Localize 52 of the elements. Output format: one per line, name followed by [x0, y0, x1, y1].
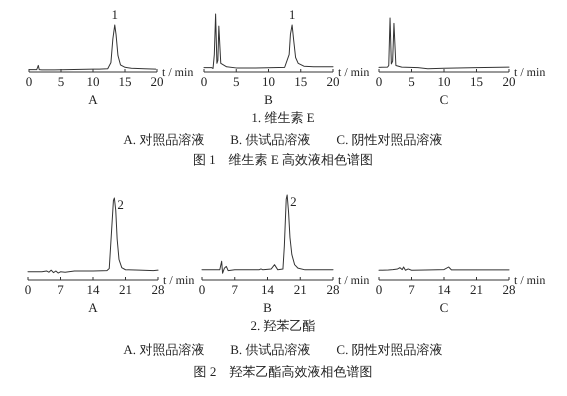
- x-tick-label: 0: [376, 74, 382, 89]
- x-tick-label: 10: [86, 74, 100, 89]
- annotation: 1: [112, 7, 118, 22]
- x-tick-label: 5: [58, 74, 64, 89]
- text: C: [440, 92, 448, 107]
- caption: 图 1 维生素 E 高效液相色谱图: [192, 152, 374, 167]
- x-axis-title: t / min: [514, 65, 546, 79]
- x-tick-label: 10: [438, 74, 450, 89]
- x-tick-label: 0: [26, 74, 32, 89]
- x-tick-label: 20: [326, 74, 340, 89]
- x-axis-title: t / min: [163, 273, 194, 287]
- text: B: [263, 300, 272, 315]
- x-axis-title: t / min: [514, 273, 546, 287]
- x-tick-label: 7: [232, 282, 238, 297]
- x-tick-label: 14: [86, 282, 100, 297]
- annotation: 1: [288, 7, 296, 22]
- caption: 图 2 羟苯乙酯高效液相色谱图: [194, 364, 372, 379]
- text: A: [88, 300, 98, 315]
- x-tick-label: 15: [118, 74, 132, 89]
- text: A: [88, 92, 98, 107]
- annotation: 2: [117, 197, 124, 212]
- x-tick-label: 7: [57, 282, 64, 297]
- x-tick-label: 20: [150, 74, 164, 89]
- x-tick-label: 5: [408, 74, 415, 89]
- x-tick-label: 21: [294, 282, 307, 297]
- text: B: [264, 92, 274, 107]
- x-tick-label: 5: [233, 74, 240, 89]
- x-tick-label: 28: [502, 282, 516, 297]
- x-axis-title: t / min: [162, 65, 194, 79]
- x-tick-label: 28: [152, 282, 164, 297]
- x-axis-title: t / min: [338, 273, 370, 287]
- x-tick-label: 10: [262, 74, 275, 89]
- x-tick-label: 0: [376, 282, 382, 297]
- text: C: [440, 300, 448, 315]
- text: 1. 维生素 E: [251, 110, 315, 125]
- text: 2. 羟苯乙酯: [250, 318, 316, 333]
- x-tick-label: 15: [294, 74, 308, 89]
- x-tick-label: 28: [326, 282, 340, 297]
- x-tick-label: 21: [119, 282, 132, 297]
- x-tick-label: 15: [470, 74, 483, 89]
- x-tick-label: 20: [502, 74, 516, 89]
- x-tick-label: 0: [200, 74, 208, 89]
- x-tick-label: 0: [198, 282, 206, 297]
- x-tick-label: 0: [24, 282, 32, 297]
- text: A. 对照品溶液 B. 供试品溶液 C. 阴性对照品溶液: [123, 132, 443, 147]
- x-tick-label: 14: [438, 282, 451, 297]
- x-axis-title: t / min: [338, 65, 370, 79]
- x-tick-label: 7: [408, 282, 416, 297]
- text: A. 对照品溶液 B. 供试品溶液 C. 阴性对照品溶液: [123, 342, 443, 357]
- annotation: 2: [290, 194, 297, 209]
- x-tick-label: 14: [261, 282, 274, 297]
- x-tick-label: 21: [470, 282, 483, 297]
